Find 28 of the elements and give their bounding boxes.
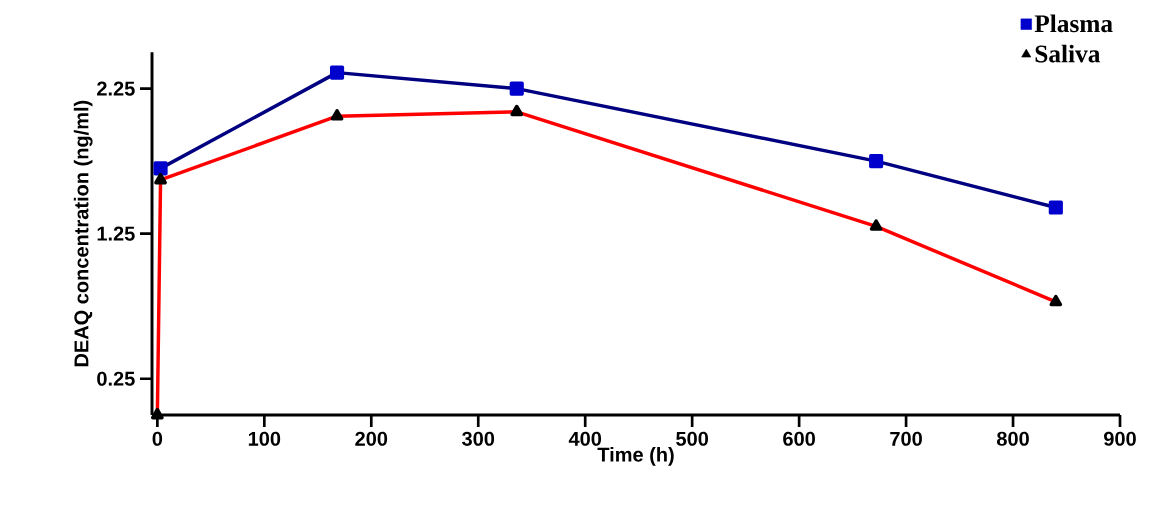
point: [154, 172, 167, 185]
x-tick-label: 500: [676, 431, 709, 446]
y-tick-label: 1.25: [97, 226, 135, 241]
x-tick-label: 100: [248, 431, 281, 446]
x-tick-label: 700: [890, 431, 922, 446]
point: [869, 219, 883, 231]
point: [330, 109, 344, 121]
point: [510, 104, 524, 117]
y-tick-label: 2.25: [97, 81, 135, 96]
y-tick-label: 0.25: [97, 371, 135, 386]
point: [1048, 200, 1063, 215]
point: [869, 154, 884, 169]
x-tick-label: 600: [783, 431, 815, 446]
point: [151, 407, 164, 420]
point: [153, 161, 168, 176]
y-axis-title: DEAQ concentration (ng/ml): [73, 100, 93, 367]
x-tick-label: 0: [152, 431, 163, 446]
x-tick-label: 300: [462, 431, 495, 446]
x-axis-title: Time (h): [597, 447, 674, 466]
x-tick-label: 400: [568, 431, 602, 446]
legend-label: Saliva: [1035, 44, 1101, 63]
x-tick-label: 200: [355, 431, 388, 446]
point: [1049, 294, 1063, 307]
legend-label: Plasma: [1034, 14, 1113, 33]
x-tick-label: 900: [1104, 431, 1136, 446]
x-tick-label: 800: [996, 431, 1029, 446]
point: [329, 65, 345, 80]
point: [509, 81, 524, 96]
